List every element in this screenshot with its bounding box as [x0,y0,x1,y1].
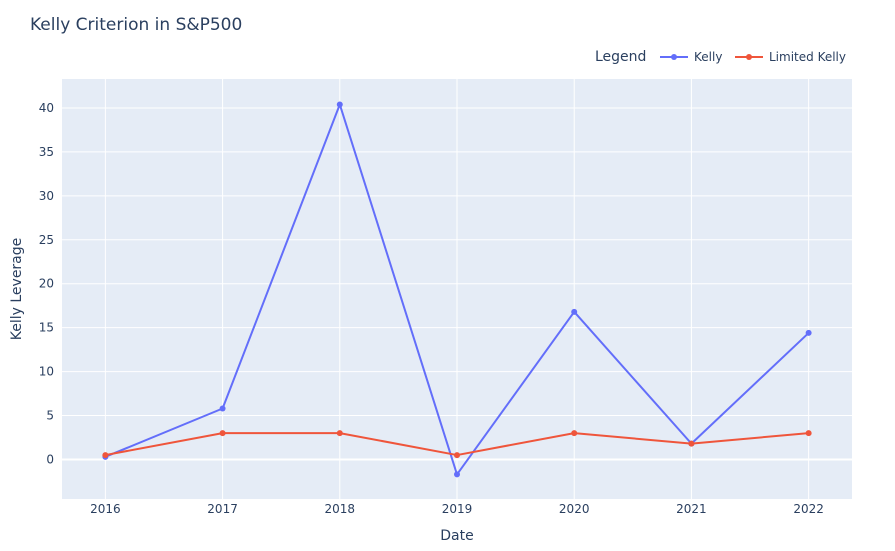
y-tick-label: 35 [39,145,54,159]
data-point-kelly-2022[interactable] [805,329,812,336]
y-tick-label: 20 [39,277,54,291]
y-tick-label: 0 [46,452,54,466]
x-tick-label: 2017 [207,502,238,516]
x-tick-label: 2022 [793,502,824,516]
y-tick-label: 40 [39,101,54,115]
data-point-limited-kelly-2022[interactable] [805,430,812,437]
data-point-limited-kelly-2016[interactable] [102,452,109,459]
x-tick-label: 2019 [442,502,473,516]
data-point-limited-kelly-2019[interactable] [454,452,460,459]
y-axis-title: Kelly Leverage [9,238,25,341]
legend-label-kelly: Kelly [694,50,722,64]
x-tick-labels: 2016 2017 2018 2019 2020 2021 2022 [90,502,824,516]
data-point-kelly-2019[interactable] [454,471,460,478]
legend-marker-limited-kelly [746,54,752,60]
data-point-kelly-2017[interactable] [219,405,226,412]
chart-title: Kelly Criterion in S&P500 [30,15,242,35]
series-limited-kelly [102,430,812,459]
legend-item-limited-kelly[interactable]: Limited Kelly [735,50,846,64]
y-tick-label: 5 [46,409,54,423]
data-point-limited-kelly-2018[interactable] [336,430,343,437]
data-point-limited-kelly-2020[interactable] [571,430,578,437]
legend-title: Legend [595,49,646,65]
legend-label-limited-kelly: Limited Kelly [769,50,846,64]
y-tick-label: 15 [39,321,54,335]
y-tick-label: 30 [39,189,54,203]
legend-marker-kelly [671,54,677,60]
x-axis-title: Date [440,528,473,544]
x-tick-label: 2021 [676,502,707,516]
y-tick-label: 10 [39,365,54,379]
grid-layer [62,79,852,499]
data-point-kelly-2018[interactable] [336,101,343,108]
x-tick-label: 2016 [90,502,121,516]
x-tick-label: 2020 [559,502,590,516]
data-point-limited-kelly-2017[interactable] [219,430,226,437]
series-layer [102,101,812,478]
y-tick-labels: 0 5 10 15 20 25 30 35 40 [39,101,54,466]
data-point-kelly-2020[interactable] [571,308,578,315]
legend: Legend Kelly Limited Kelly [595,49,846,65]
x-tick-label: 2018 [325,502,356,516]
y-tick-label: 25 [39,233,54,247]
data-point-limited-kelly-2021[interactable] [688,440,695,447]
legend-item-kelly[interactable]: Kelly [660,50,722,64]
